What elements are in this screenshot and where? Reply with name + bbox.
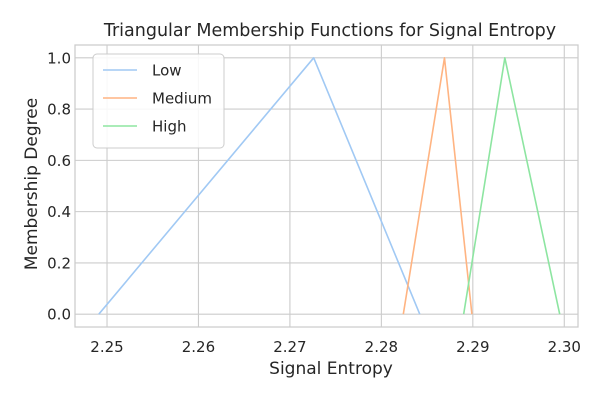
- legend-label-medium: Medium: [152, 90, 212, 108]
- y-tick-label: 1.0: [47, 49, 71, 67]
- y-axis-ticks: 0.0 0.2 0.4 0.6 0.8 1.0: [47, 49, 71, 323]
- x-tick-label: 2.30: [548, 338, 581, 356]
- grid: [75, 45, 578, 327]
- x-axis-label: Signal Entropy: [269, 359, 393, 379]
- x-axis-ticks: 2.25 2.26 2.27 2.28 2.29 2.30: [90, 338, 581, 356]
- y-axis-label: Membership Degree: [22, 98, 42, 270]
- y-tick-label: 0.2: [47, 254, 71, 272]
- y-tick-label: 0.6: [47, 152, 71, 170]
- legend-label-low: Low: [152, 62, 182, 80]
- legend-box: [92, 53, 225, 149]
- x-tick-label: 2.27: [273, 338, 306, 356]
- series-line-high: [462, 57, 561, 315]
- y-tick-label: 0.8: [47, 101, 71, 119]
- x-tick-label: 2.28: [365, 338, 398, 356]
- series-layer: [98, 57, 561, 315]
- x-tick-label: 2.25: [90, 338, 123, 356]
- x-tick-label: 2.26: [182, 338, 215, 356]
- legend: Low Medium High: [92, 53, 225, 149]
- x-tick-label: 2.29: [456, 338, 489, 356]
- plot-frame: [74, 44, 579, 328]
- y-tick-label: 0.0: [47, 306, 71, 324]
- legend-label-high: High: [152, 118, 186, 136]
- chart-title: Triangular Membership Functions for Sign…: [103, 21, 556, 41]
- series-line-low: [98, 57, 421, 315]
- series-line-medium: [402, 57, 473, 315]
- y-tick-label: 0.4: [47, 203, 71, 221]
